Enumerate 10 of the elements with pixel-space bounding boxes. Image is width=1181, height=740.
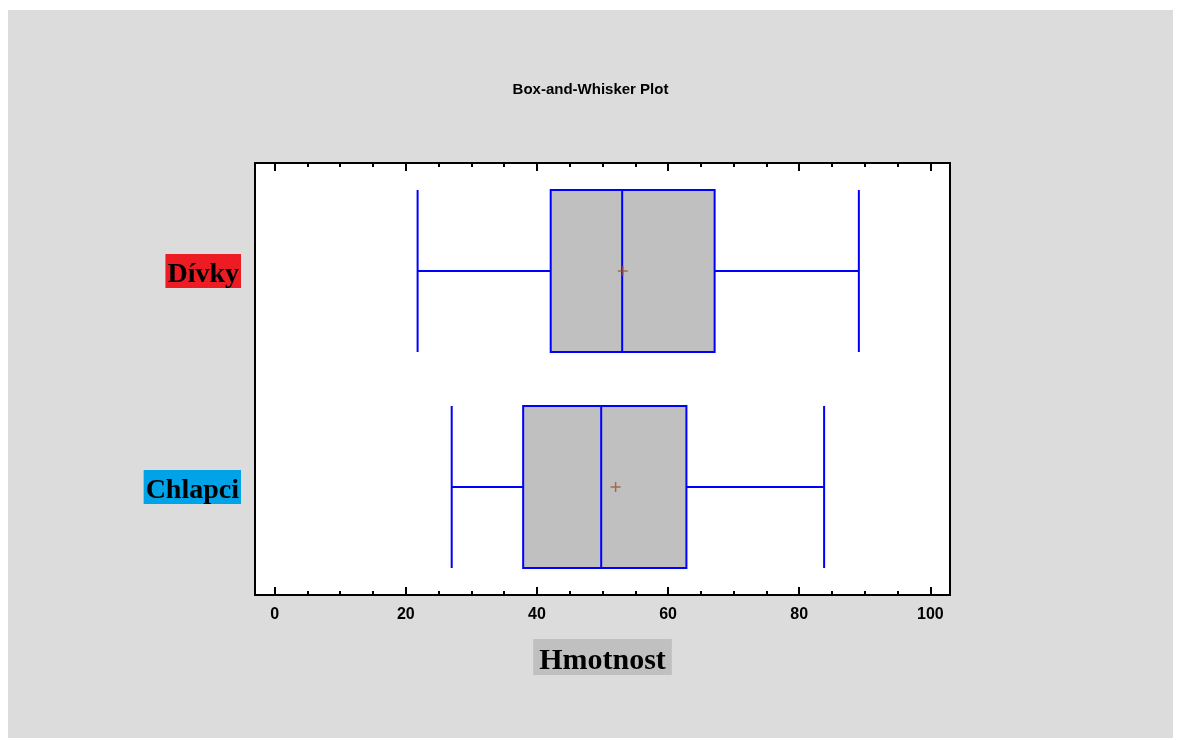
x-tick-label: 60	[659, 604, 678, 622]
y-tick-label: Chlapci	[145, 472, 240, 504]
y-tick-label: Dívky	[167, 256, 239, 288]
x-tick-label: 100	[916, 604, 944, 622]
x-tick-label: 40	[528, 604, 546, 622]
x-axis-title: Hmotnost	[539, 641, 666, 675]
chart-title: Box-and-Whisker Plot	[512, 80, 669, 97]
x-tick-label: 80	[790, 604, 809, 622]
x-tick-label: 0	[270, 604, 280, 622]
x-tick-label: 20	[396, 604, 415, 622]
